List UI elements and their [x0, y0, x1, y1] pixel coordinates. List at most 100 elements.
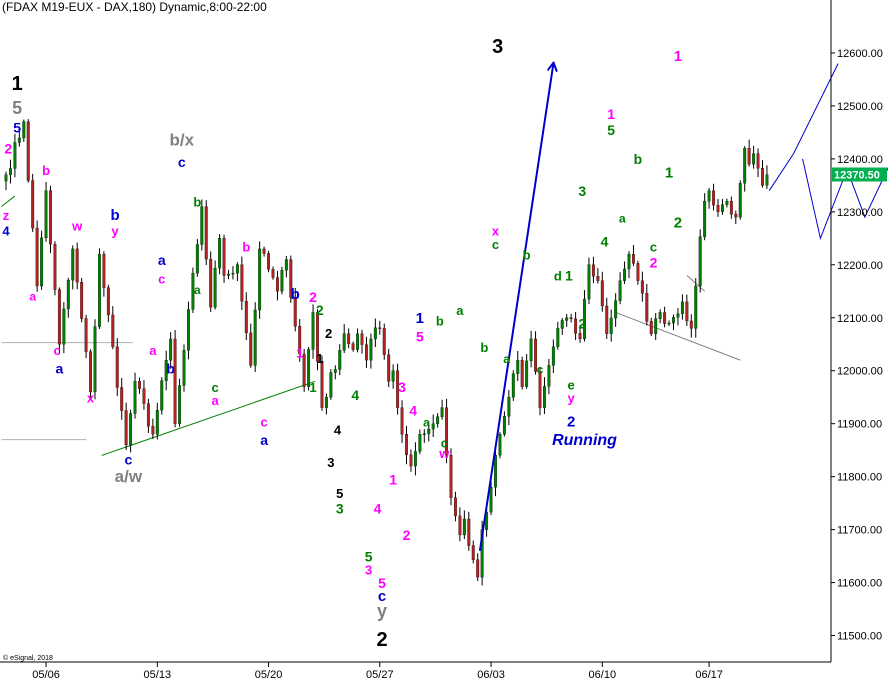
candle [743, 146, 747, 192]
candle [449, 448, 453, 506]
x-axis: 05/06 05/13 05/20 05/27 06/03 06/10 06/17 [32, 662, 723, 681]
wave-label: a [212, 393, 220, 408]
candle [716, 198, 720, 217]
candle [71, 245, 75, 290]
wave-label: b [291, 286, 300, 303]
candle [120, 377, 124, 420]
x-tick-label: 05/27 [366, 669, 394, 681]
candle [422, 429, 426, 443]
wave-label: 1 [674, 48, 682, 65]
y-tick-label: 12200.00 [837, 260, 883, 272]
candle [329, 369, 333, 400]
candle [302, 348, 306, 392]
candle [218, 233, 222, 275]
wave-label: 5 [13, 119, 21, 135]
candle [146, 398, 150, 433]
candle [298, 319, 302, 362]
candle [453, 491, 457, 522]
wave-label: 3 [336, 501, 344, 517]
wave-label: a [503, 352, 510, 366]
wave-label: c [124, 451, 132, 467]
candle [178, 378, 181, 427]
wave-label: 1 [296, 345, 303, 360]
candle [462, 510, 466, 540]
candle [373, 318, 377, 348]
candle [391, 364, 395, 389]
y-tick-label: 11600.00 [837, 578, 882, 590]
y-tick-label: 12400.00 [837, 154, 883, 166]
wave-label: 4 [409, 403, 417, 419]
wave-label: 5 [607, 122, 615, 138]
wave-label: 2 [309, 289, 317, 305]
candle [98, 248, 101, 329]
candle [529, 330, 533, 368]
wave-label: b [110, 207, 119, 224]
candle [578, 325, 582, 343]
candle [84, 314, 88, 359]
candle [569, 313, 573, 323]
candle [151, 418, 155, 439]
wave-label: 2 [325, 326, 332, 341]
candle [556, 321, 560, 350]
candle [213, 260, 217, 310]
candle [307, 346, 311, 391]
candle [284, 255, 288, 278]
wave-label: 2 [316, 302, 324, 318]
wave-label: w [71, 218, 83, 233]
wave-label: a [149, 343, 157, 358]
wave-3-arrow [478, 64, 554, 551]
candle [618, 272, 622, 305]
candle [40, 230, 44, 290]
wave-label: a [158, 252, 166, 268]
candle [747, 139, 751, 167]
wave-label: a [260, 432, 268, 448]
wave-label: 5 [12, 98, 22, 118]
candle [356, 328, 359, 353]
candle [689, 314, 693, 338]
candle [293, 287, 297, 332]
candle [498, 432, 502, 459]
wave-label: 4 [601, 233, 609, 249]
wave-label: 1 [309, 380, 316, 395]
wave-label: 2 [376, 629, 387, 651]
candle [658, 309, 662, 324]
candle [164, 350, 168, 391]
candle [280, 266, 284, 295]
candle [632, 245, 635, 266]
candle [333, 365, 337, 380]
candle [231, 266, 235, 280]
candle [623, 261, 626, 284]
candle [734, 210, 738, 224]
wave-label: 5 [365, 548, 373, 564]
candle [22, 119, 26, 142]
candle [129, 409, 133, 453]
candlestick-layer [4, 119, 769, 586]
wave-label: w [438, 446, 450, 461]
candle [516, 350, 520, 381]
wave-label: b [42, 163, 50, 178]
candle [124, 402, 128, 451]
y-tick-label: 12600.00 [837, 48, 883, 60]
wave-label-layer: 1552z4bawcaxbyca/wacabb/xcbabcacab122211… [2, 36, 682, 651]
candle [262, 246, 266, 257]
wave-label: y [111, 224, 119, 239]
wave-label: 3 [492, 36, 503, 58]
candle [431, 414, 435, 438]
wave-label: 3 [327, 455, 334, 470]
candle [142, 380, 146, 410]
candle [427, 421, 431, 442]
candle [44, 181, 48, 242]
wave-label: y [568, 390, 576, 405]
wave-label: 3 [578, 183, 586, 199]
bullish-path [768, 63, 839, 191]
candle [458, 507, 462, 542]
candle [667, 320, 671, 327]
candle [547, 358, 551, 395]
wave-label: 1 [665, 164, 673, 181]
current-price-box [832, 167, 887, 182]
candle [761, 160, 764, 188]
wave-label: a [423, 415, 430, 429]
y-tick-label: 11700.00 [837, 525, 882, 537]
candle [707, 188, 711, 209]
